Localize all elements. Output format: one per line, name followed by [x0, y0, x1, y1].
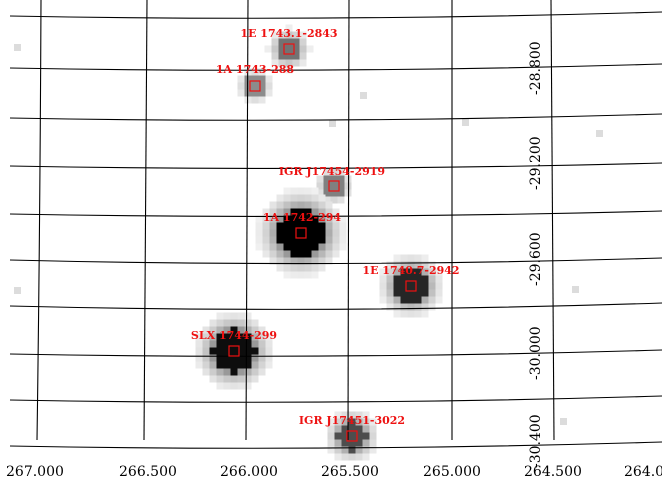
source-marker[interactable]	[405, 280, 417, 292]
noise-pixel	[329, 120, 336, 127]
ra-gridline	[36, 0, 42, 441]
ra-gridline	[347, 0, 350, 441]
source-blob	[195, 312, 273, 390]
dec-label: -29.200	[528, 136, 544, 190]
dec-axis-labels: -28.800 -29.200 -29.600 -30.000 -30.400	[528, 41, 544, 468]
dec-gridline	[9, 441, 662, 449]
source-label: IGR J17454-2919	[279, 165, 385, 178]
ra-gridline	[550, 0, 555, 441]
source-blob	[255, 187, 347, 279]
source-blob	[327, 411, 377, 461]
dec-gridline	[9, 395, 662, 403]
source-marker[interactable]	[228, 345, 240, 357]
ra-label: 264.500	[524, 464, 582, 480]
ra-label: 266.000	[220, 464, 278, 480]
source-label: SLX 1744-299	[191, 329, 277, 342]
ra-axis-labels: 267.000 266.500 266.000 265.500 265.000 …	[6, 464, 662, 480]
dec-label: -30.000	[528, 326, 544, 380]
source-label: IGR J17451-3022	[299, 414, 405, 427]
noise-pixel	[462, 119, 469, 126]
noise-pixel	[572, 286, 579, 293]
noise-pixel	[360, 92, 367, 99]
dec-gridline	[9, 302, 662, 310]
source-label: 1A 1742-294	[263, 211, 342, 224]
dec-gridline	[9, 113, 662, 121]
noise-pixel	[14, 44, 21, 51]
noise-pixel	[14, 287, 21, 294]
ra-label: 267.000	[6, 464, 64, 480]
source-label: 1E 1740.7-2942	[362, 264, 459, 277]
source-markers: 1E 1743.1-2843 1A 1743-288 IGR J17454-2919…	[191, 27, 460, 442]
ra-label: 266.500	[119, 464, 177, 480]
coordinate-grid	[9, 0, 662, 449]
ra-label: 265.500	[321, 464, 379, 480]
dec-label: -30.400	[528, 414, 544, 468]
source-blob	[316, 168, 352, 204]
source-marker[interactable]	[328, 180, 340, 192]
source-marker[interactable]	[249, 80, 261, 92]
source-label: 1A 1743-288	[216, 63, 295, 76]
dec-gridline	[9, 349, 662, 357]
ra-gridline	[143, 0, 148, 441]
ra-label: 265.000	[423, 464, 481, 480]
dec-gridline	[9, 162, 662, 169]
noise-pixel	[596, 130, 603, 137]
ra-gridline	[245, 0, 249, 441]
source-label: 1E 1743.1-2843	[240, 27, 337, 40]
dec-gridline	[9, 257, 662, 265]
source-emission	[195, 24, 443, 461]
dec-gridline	[9, 11, 662, 19]
source-blob	[379, 254, 443, 318]
dec-gridline	[9, 63, 662, 71]
source-marker[interactable]	[295, 227, 307, 239]
dec-label: -28.800	[528, 41, 544, 95]
dec-label: -29.600	[528, 232, 544, 286]
dec-gridline	[9, 210, 662, 217]
source-marker[interactable]	[283, 43, 295, 55]
source-marker[interactable]	[346, 430, 358, 442]
ra-label: 264.0	[624, 464, 662, 480]
noise-pixel	[560, 418, 567, 425]
